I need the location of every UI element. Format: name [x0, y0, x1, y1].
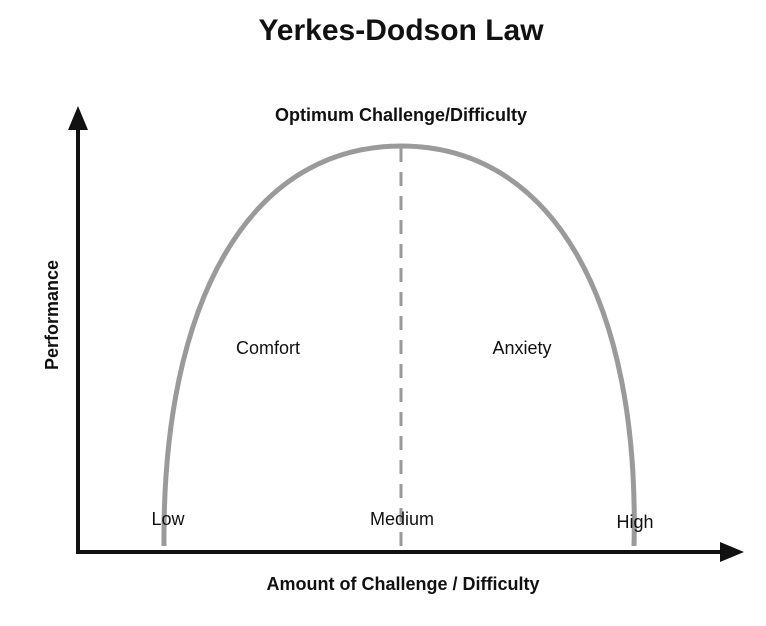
performance-curve: [161, 143, 637, 547]
peak-label: Optimum Challenge/Difficulty: [275, 105, 527, 125]
y-axis-label: Performance: [42, 260, 62, 370]
comfort-region-label: Comfort: [236, 338, 300, 358]
x-axis-label: Amount of Challenge / Difficulty: [267, 574, 540, 594]
y-axis-arrow-icon: [68, 106, 88, 130]
anxiety-region-label: Anxiety: [492, 338, 551, 358]
medium-level-label: Medium: [370, 509, 434, 529]
high-level-label: High: [616, 512, 653, 532]
low-level-label: Low: [151, 509, 185, 529]
x-axis-arrow-icon: [720, 542, 744, 562]
diagram-title: Yerkes-Dodson Law: [258, 14, 544, 47]
